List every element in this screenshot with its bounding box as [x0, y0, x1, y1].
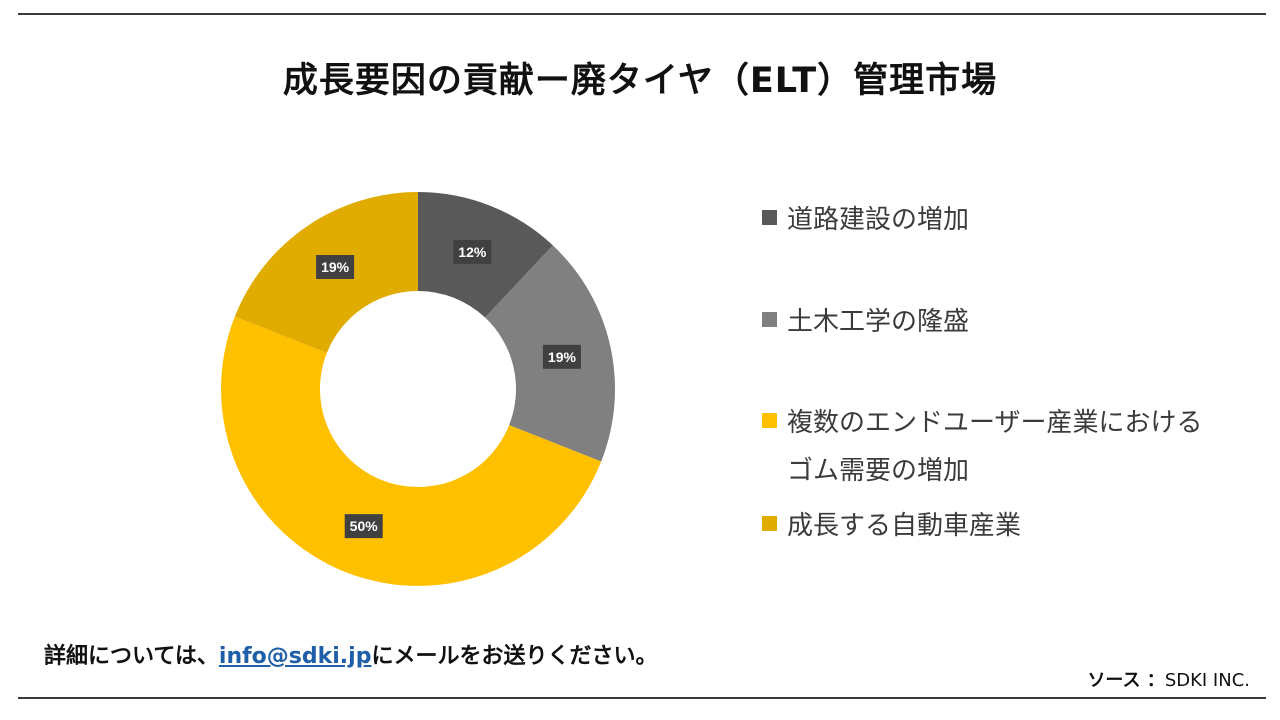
legend-swatch [762, 413, 777, 428]
legend-label: 成長する自動車産業 [787, 511, 1022, 541]
legend-swatch [762, 210, 777, 225]
contact-note-suffix: にメールをお送りください。 [371, 644, 658, 669]
bottom-divider [18, 697, 1266, 699]
source-value: SDKI INC. [1164, 670, 1250, 691]
data-label-text: 19% [321, 259, 350, 275]
contact-note-prefix: 詳細については、 [44, 644, 219, 669]
donut-slice-2 [221, 316, 602, 586]
legend-label: 土木工学の隆盛 [787, 307, 970, 337]
legend-item-civil-engineering: 土木工学の隆盛 [762, 298, 1227, 346]
data-label-box [344, 514, 383, 539]
source-label: ソース ： [1087, 670, 1165, 691]
legend-swatch [762, 516, 777, 531]
legend-label: 複数のエンドユーザー産業における ゴム需要の増加 [787, 408, 1203, 486]
data-label-text: 19% [548, 349, 577, 365]
data-label-box [316, 255, 355, 280]
data-label-text: 50% [350, 518, 379, 534]
data-label-1: 19% [542, 344, 581, 369]
source-credit: ソース ：SDKI INC. [1087, 666, 1250, 692]
data-label-2: 50% [344, 514, 383, 539]
legend-item-automotive-industry: 成長する自動車産業 [762, 502, 1227, 550]
legend-swatch [762, 312, 777, 327]
data-label-box [453, 239, 492, 264]
data-label-0: 12% [453, 239, 492, 264]
legend-item-road-construction: 道路建設の増加 [762, 196, 1227, 244]
data-label-box [542, 344, 581, 369]
donut-chart: 12% 19% 50% 19% [221, 192, 615, 586]
contact-note: 詳細については、info@sdki.jpにメールをお送りください。 [44, 638, 657, 670]
chart-title: 成長要因の貢献ー廃タイヤ（ELT）管理市場 [282, 61, 998, 101]
legend-item-rubber-demand: 複数のエンドユーザー産業における ゴム需要の増加 [762, 399, 1227, 495]
top-divider [18, 13, 1266, 15]
data-label-3: 19% [316, 255, 355, 280]
legend-label: 道路建設の増加 [787, 205, 970, 235]
data-label-text: 12% [458, 244, 487, 260]
contact-email-link[interactable]: info@sdki.jp [218, 644, 372, 669]
